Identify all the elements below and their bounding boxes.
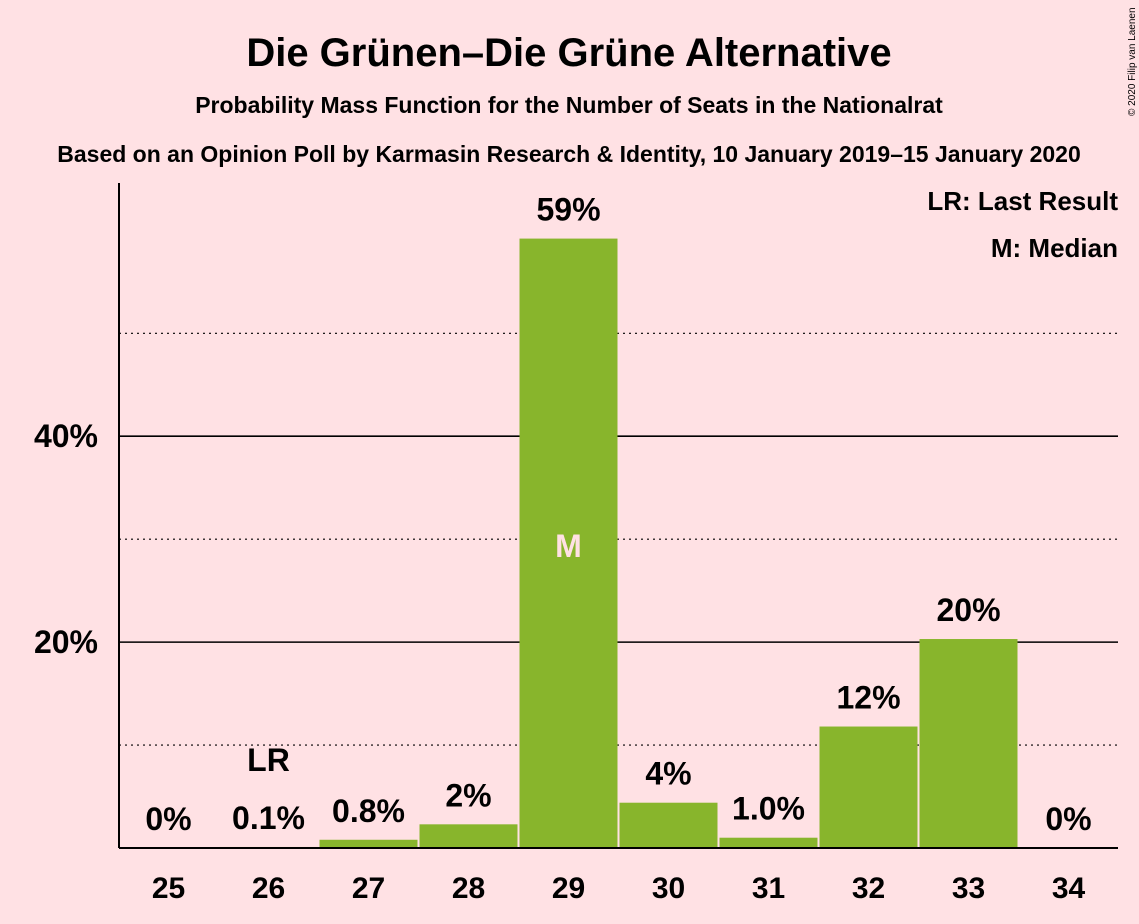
- bar-value-label: 0%: [145, 801, 191, 837]
- x-tick-label: 28: [452, 872, 485, 905]
- bar-33: [919, 639, 1018, 848]
- bar-27: [319, 839, 418, 848]
- bar-value-label: 59%: [536, 192, 600, 228]
- legend-entry: LR: Last Result: [927, 186, 1118, 216]
- bar-value-label: 12%: [836, 680, 900, 716]
- x-tick-label: 31: [752, 872, 785, 905]
- bar-value-label: 1.0%: [732, 791, 805, 827]
- bar-value-label: 4%: [645, 756, 691, 792]
- bar-31: [719, 837, 818, 848]
- x-tick-label: 27: [352, 872, 385, 905]
- x-tick-label: 26: [252, 872, 285, 905]
- x-tick-label: 32: [852, 872, 885, 905]
- x-tick-label: 25: [152, 872, 185, 905]
- chart-subtitle: Probability Mass Function for the Number…: [195, 92, 943, 118]
- x-tick-label: 33: [952, 872, 985, 905]
- copyright-text: © 2020 Filip van Laenen: [1127, 7, 1138, 116]
- median-marker: M: [555, 528, 582, 564]
- x-tick-label: 34: [1052, 872, 1086, 905]
- chart-source: Based on an Opinion Poll by Karmasin Res…: [57, 141, 1081, 167]
- y-tick-label: 40%: [34, 418, 98, 454]
- chart-title: Die Grünen–Die Grüne Alternative: [246, 31, 891, 75]
- bar-value-label: 2%: [445, 777, 491, 813]
- legend: LR: Last Result M: Median: [927, 186, 1118, 263]
- bar-32: [819, 726, 918, 848]
- bar-value-label: 20%: [936, 592, 1000, 628]
- bar-labels: 0% 0.1% 0.8% 2% 59% 4% 1.0% 12% 20% 0% M LR: [145, 192, 1091, 837]
- bars: [219, 238, 1018, 848]
- bar-28: [419, 824, 518, 848]
- axes: 20% 40% 25 26 27 28 29 30 31 32 33 34: [34, 183, 1118, 905]
- y-tick-label: 20%: [34, 624, 98, 660]
- bar-29: [519, 238, 618, 848]
- legend-entry: M: Median: [991, 233, 1118, 263]
- x-tick-label: 30: [652, 872, 685, 905]
- bar-value-label: 0%: [1045, 801, 1091, 837]
- bar-value-label: 0.1%: [232, 800, 305, 836]
- bar-30: [619, 802, 718, 848]
- bar-value-label: 0.8%: [332, 793, 405, 829]
- x-tick-label: 29: [552, 872, 585, 905]
- last-result-marker: LR: [247, 742, 290, 778]
